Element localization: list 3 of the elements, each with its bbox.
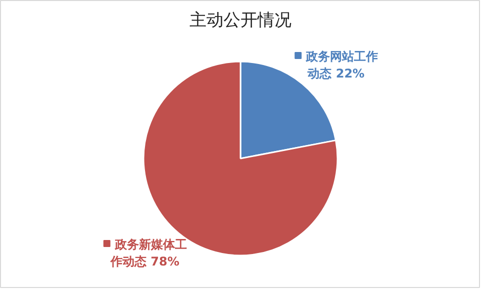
chart-title: 主动公开情况 xyxy=(190,10,292,30)
legend-label: 政务网站工作动态 22% xyxy=(305,49,378,80)
legend-label: 政务新媒体工作动态 78% xyxy=(109,238,187,269)
